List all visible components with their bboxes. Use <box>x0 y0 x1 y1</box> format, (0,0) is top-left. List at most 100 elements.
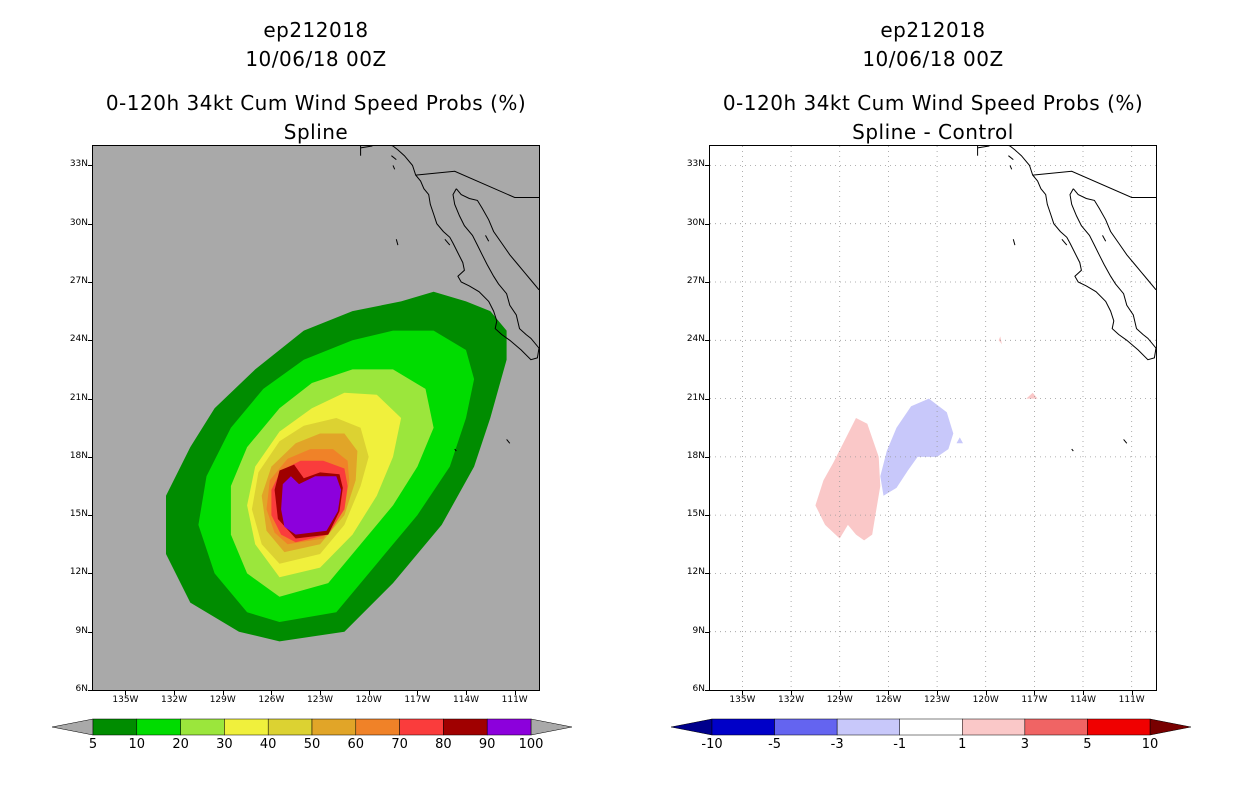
colorbar-label: 5 <box>1083 737 1092 752</box>
lon-tick-mark <box>742 691 744 695</box>
colorbar-swatch <box>267 718 313 736</box>
colorbar-swatch <box>836 718 900 736</box>
diff-contour--1-2 <box>956 437 963 444</box>
colorbar-swatch <box>311 718 357 736</box>
lon-tick-label: 123W <box>924 695 951 705</box>
lat-tick-label: 33N <box>686 159 705 170</box>
colorbar-swatch <box>774 718 838 736</box>
colorbar-swatch <box>443 718 488 736</box>
lat-tick-mark <box>88 282 92 283</box>
colorbar-swatch <box>486 718 532 736</box>
lon-tick-label: 132W <box>161 695 188 705</box>
lat-tick-label: 21N <box>686 392 705 403</box>
coastline <box>506 439 511 444</box>
lon-tick-mark <box>937 691 939 695</box>
country-border <box>415 170 539 198</box>
lon-tick-label: 117W <box>404 695 431 705</box>
colorbar-label: 90 <box>478 737 496 752</box>
lat-tick-label: 15N <box>686 509 705 520</box>
lat-tick-label: 18N <box>686 450 705 461</box>
colorbar-label: 3 <box>1020 737 1029 752</box>
colorbar-label: -3 <box>830 737 844 752</box>
coastline <box>454 448 457 452</box>
coastline <box>360 146 539 361</box>
lat-tick-label: 6N <box>75 684 88 694</box>
colorbar-swatch <box>399 718 444 736</box>
lon-tick-label: 129W <box>209 695 236 705</box>
lon-tick-label: 114W <box>452 695 480 705</box>
lat-tick-label: 33N <box>69 159 88 170</box>
coastline <box>1012 239 1016 246</box>
coastline <box>395 239 399 246</box>
lon-tick-label: 114W <box>1069 695 1097 705</box>
diff-contour--1-1 <box>880 398 954 496</box>
lat-tick-mark <box>88 165 92 167</box>
colorbar-swatch <box>711 718 775 736</box>
lon-tick-label: 135W <box>729 695 756 705</box>
lat-tick-mark <box>705 165 709 167</box>
colorbar-label: -5 <box>768 737 782 752</box>
lat-tick-mark <box>88 398 92 400</box>
lat-tick-label: 30N <box>69 217 88 228</box>
lat-tick-label: 9N <box>692 625 705 636</box>
diff-contour-1-0 <box>815 418 881 541</box>
left-title-line2: 10/06/18 00Z <box>245 47 387 71</box>
lat-tick-label: 6N <box>692 684 705 694</box>
lon-tick-label: 129W <box>826 695 853 705</box>
colorbar-label: 100 <box>518 737 544 752</box>
lon-tick-mark <box>368 691 370 695</box>
colorbar-label: -10 <box>701 737 723 752</box>
right-title-line2: 10/06/18 00Z <box>862 47 1004 71</box>
lon-tick-mark <box>1131 691 1133 695</box>
lon-tick-mark <box>1034 691 1036 695</box>
lon-tick-label: 126W <box>875 695 902 705</box>
lon-tick-mark <box>320 691 322 695</box>
coastline <box>1072 188 1156 291</box>
lon-tick-mark <box>417 691 419 695</box>
coastline <box>455 188 539 291</box>
coastline <box>1009 165 1013 170</box>
lat-tick-label: 12N <box>686 567 705 578</box>
lat-tick-mark <box>88 223 92 225</box>
right-map-svg <box>710 146 1156 690</box>
colorbar-swatch <box>1087 718 1151 736</box>
colorbar-low-end <box>52 718 94 736</box>
country-border <box>1032 170 1156 198</box>
left-title-line4: Spline <box>283 120 349 144</box>
left-title-line1: ep212018 <box>263 18 369 42</box>
lat-tick-label: 12N <box>69 567 88 578</box>
lat-tick-label: 21N <box>69 392 88 403</box>
colorbar-swatch <box>92 718 138 736</box>
colorbar-swatch <box>180 718 225 736</box>
left-colorbar <box>52 718 572 736</box>
lat-tick-mark <box>88 515 92 517</box>
lat-tick-mark <box>88 690 92 691</box>
lat-tick-mark <box>705 515 709 517</box>
right-title-line4: Spline - Control <box>852 120 1014 144</box>
lat-tick-label: 24N <box>69 334 88 345</box>
colorbar-label: 1 <box>958 737 967 752</box>
lat-tick-label: 27N <box>69 276 88 286</box>
coastline <box>391 155 397 160</box>
lat-tick-label: 24N <box>686 334 705 345</box>
lat-tick-mark <box>88 631 92 633</box>
colorbar-label: -1 <box>893 737 907 752</box>
lat-tick-mark <box>705 690 709 691</box>
lat-tick-mark <box>88 340 92 342</box>
colorbar-high-end <box>530 718 572 736</box>
left-map-panel <box>92 145 540 691</box>
coastline <box>977 146 1156 361</box>
colorbar-high-end <box>1149 718 1191 736</box>
colorbar-label: 20 <box>172 737 189 752</box>
colorbar-label: 50 <box>303 737 321 752</box>
lon-tick-label: 111W <box>1118 695 1145 705</box>
colorbar-swatch <box>224 718 269 736</box>
lon-tick-label: 120W <box>355 695 382 705</box>
colorbar-swatch <box>962 718 1026 736</box>
diff-contour-1-3 <box>1026 392 1038 399</box>
lat-tick-mark <box>705 398 709 400</box>
left-title-line3: 0-120h 34kt Cum Wind Speed Probs (%) <box>105 91 527 115</box>
lon-tick-label: 132W <box>778 695 805 705</box>
lat-tick-mark <box>705 282 709 283</box>
coastline <box>444 238 451 246</box>
